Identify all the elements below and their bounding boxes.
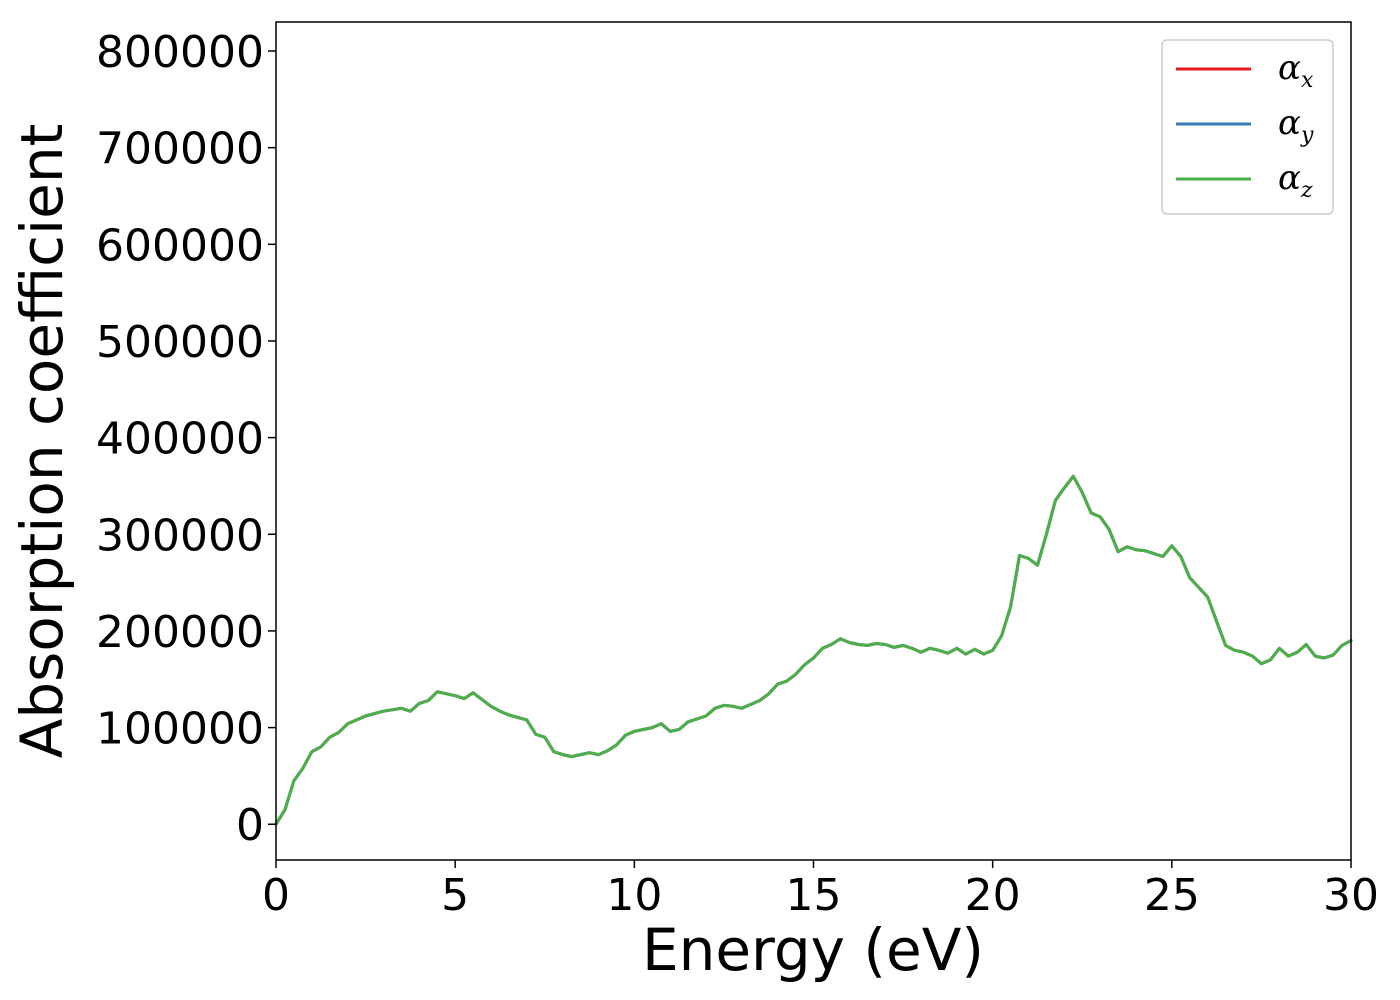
y-tick-label: 500000 bbox=[96, 317, 264, 368]
series-line-z bbox=[274, 474, 1353, 826]
y-tick-label: 200000 bbox=[96, 607, 264, 658]
legend-box bbox=[1161, 39, 1334, 215]
x-tick-label: 15 bbox=[786, 870, 842, 921]
legend-label-x: αx bbox=[1278, 48, 1314, 93]
y-tick-label: 700000 bbox=[96, 124, 264, 175]
y-tick-label: 100000 bbox=[96, 704, 264, 755]
legend: αx αy αz bbox=[1161, 39, 1334, 215]
x-tick-label: 0 bbox=[262, 870, 290, 921]
y-axis-label: Absorption coefficient bbox=[8, 124, 76, 759]
legend-label-z: αz bbox=[1278, 158, 1313, 203]
y-tick-label: 600000 bbox=[96, 220, 264, 271]
x-axis-ticks: 0 5 10 15 20 25 30 bbox=[262, 860, 1379, 921]
y-tick-label: 400000 bbox=[96, 414, 264, 465]
x-tick-label: 30 bbox=[1323, 870, 1379, 921]
y-axis-ticks: 0 100000 200000 300000 400000 500000 600000 700… bbox=[96, 27, 276, 851]
x-axis-label: Energy (eV) bbox=[642, 916, 984, 984]
y-tick-label: 800000 bbox=[96, 27, 264, 78]
legend-label-y: αy bbox=[1278, 103, 1314, 148]
x-tick-label: 10 bbox=[606, 870, 662, 921]
series-layer bbox=[274, 474, 1353, 826]
x-tick-label: 5 bbox=[441, 870, 469, 921]
y-tick-label: 0 bbox=[236, 800, 264, 851]
x-tick-label: 20 bbox=[965, 870, 1021, 921]
x-tick-label: 25 bbox=[1144, 870, 1200, 921]
y-tick-label: 300000 bbox=[96, 510, 264, 561]
